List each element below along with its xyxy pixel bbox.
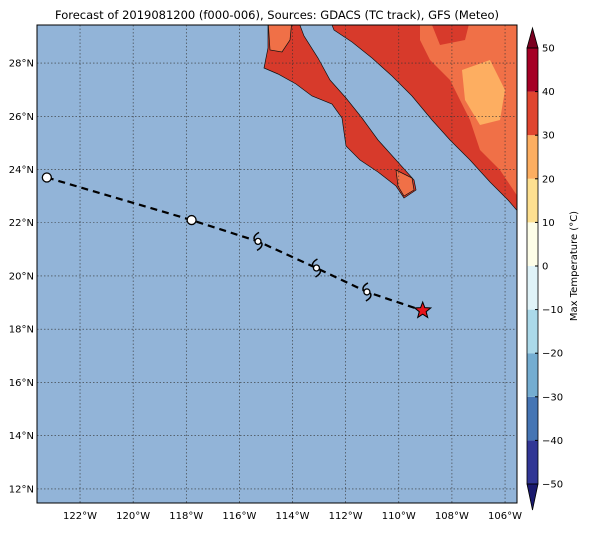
lat-tick-label: 24°N	[9, 165, 34, 176]
colorbar-band	[527, 266, 538, 310]
lon-tick-label: 122°W	[63, 511, 97, 522]
colorbar-tick-label: 0	[542, 262, 548, 273]
lat-tick-label: 16°N	[9, 378, 34, 389]
colorbar-label: Max Temperature (°C)	[569, 211, 580, 321]
colorbar-tick-label: 40	[542, 87, 555, 98]
colorbar-tick-label: −20	[542, 349, 563, 360]
colorbar-under	[526, 483, 539, 511]
map-frame	[36, 24, 518, 504]
colorbar-tick-label: −50	[542, 480, 563, 491]
hurricane-eye	[254, 237, 262, 246]
lon-tick-label: 112°W	[329, 511, 363, 522]
lon-tick-label: 106°W	[488, 511, 522, 522]
colorbar-band	[527, 353, 538, 397]
colorbar-tick-label: 50	[542, 44, 555, 55]
colorbar-tick-label: −40	[542, 436, 563, 447]
colorbar-band	[527, 178, 538, 223]
colorbar-band	[527, 396, 538, 441]
colorbar-band	[527, 222, 538, 266]
colorbar-band	[527, 48, 538, 92]
colorbar-band	[527, 91, 538, 136]
track-point	[41, 172, 52, 183]
lon-tick-label: 116°W	[222, 511, 256, 522]
forecast-star	[413, 300, 433, 319]
lat-tick-label: 22°N	[9, 218, 34, 229]
hurricane-eye	[312, 264, 321, 272]
colorbar-tick-label: −10	[542, 305, 563, 316]
colorbar-band	[527, 440, 538, 484]
lon-tick-label: 108°W	[435, 511, 469, 522]
colorbar-band	[527, 309, 538, 354]
colorbar-tick-label: 30	[542, 131, 555, 142]
track-point	[186, 214, 197, 226]
colorbar-over	[526, 26, 539, 49]
lat-tick-label: 12°N	[9, 484, 34, 495]
hurricane-eye	[363, 288, 371, 296]
lat-tick-label: 18°N	[9, 325, 34, 336]
colorbar-band	[527, 135, 538, 179]
lon-tick-label: 110°W	[382, 511, 416, 522]
colorbar-tick-label: 10	[542, 218, 555, 229]
colorbar-tick-label: 20	[542, 174, 555, 185]
map-title: Forecast of 2019081200 (f000-006), Sourc…	[55, 8, 499, 22]
lat-tick-label: 14°N	[9, 431, 34, 442]
lon-tick-label: 120°W	[116, 511, 150, 522]
lon-tick-label: 118°W	[169, 511, 203, 522]
land	[263, 25, 517, 212]
lat-tick-label: 28°N	[9, 59, 34, 70]
lat-tick-label: 26°N	[9, 112, 34, 123]
track-line	[46, 176, 424, 312]
colorbar-tick-label: −30	[542, 392, 563, 403]
lon-tick-label: 114°W	[276, 511, 310, 522]
lat-tick-label: 20°N	[9, 271, 34, 282]
